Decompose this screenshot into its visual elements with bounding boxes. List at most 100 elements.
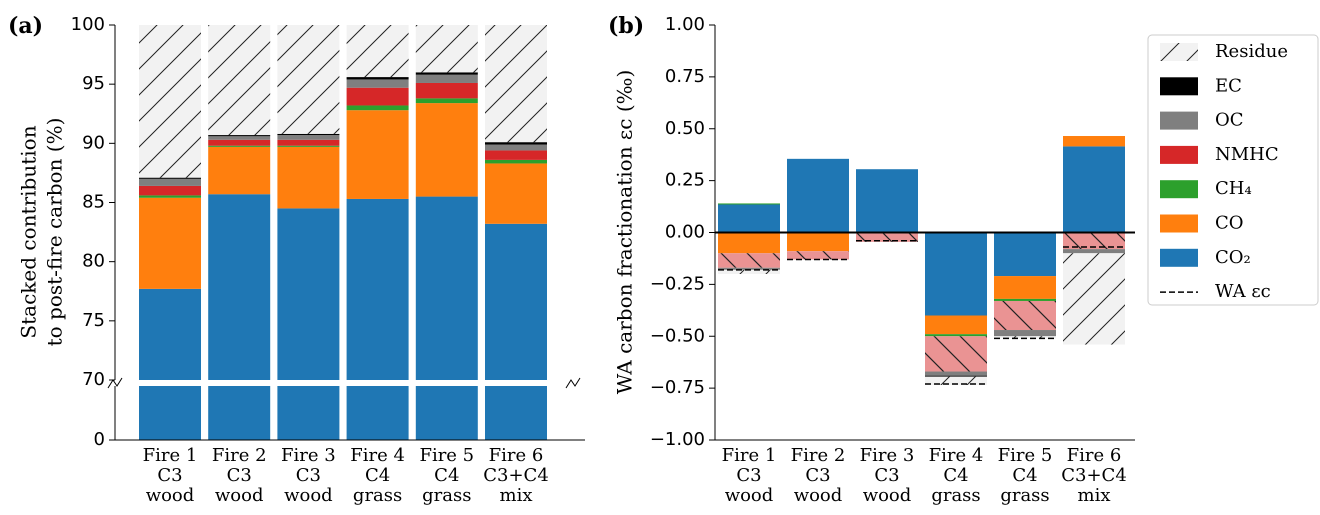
bar-segment: [415, 103, 478, 197]
x-tick-label: C3: [874, 465, 899, 486]
panel-label: (a): [8, 13, 43, 39]
bar-segment: [485, 142, 547, 145]
bar-segment: [925, 334, 987, 337]
bar-segment: [925, 336, 987, 372]
bar-segment: [208, 146, 271, 195]
x-tick-label: wood: [794, 485, 843, 506]
bar-segment: [994, 330, 1056, 337]
bar-segment: [346, 198, 409, 440]
bar-segment: [1063, 232, 1125, 250]
y-axis-label: WA carbon fractionation εc (‰): [613, 70, 637, 395]
y-tick-label: 0: [94, 429, 105, 450]
x-tick-label: Fire 6: [489, 445, 544, 466]
bar-segment: [787, 158, 849, 233]
x-tick-label: C3+C4: [483, 465, 549, 486]
bar-segment: [925, 376, 987, 386]
bar-segment: [415, 196, 478, 440]
legend-label: NMHC: [1215, 144, 1279, 165]
bar-segment: [277, 133, 340, 136]
x-tick-label: C3: [296, 465, 321, 486]
bar-segment: [415, 25, 478, 73]
bar-segment: [208, 135, 271, 137]
y-tick-label: 90: [82, 132, 105, 153]
bar-segment: [925, 375, 987, 377]
bar-segment: [787, 232, 849, 252]
y-tick-label: 85: [82, 192, 105, 213]
bar-segment: [415, 82, 478, 99]
x-tick-label: wood: [863, 485, 912, 506]
bar-segment: [139, 185, 201, 196]
y-tick-label: 100: [71, 14, 105, 35]
bar-segment: [994, 336, 1056, 339]
bar-segment: [346, 25, 409, 78]
y-axis-label: to post-fire carbon (%): [43, 118, 67, 347]
bar-segment: [208, 136, 271, 140]
x-tick-label: C4: [1012, 465, 1037, 486]
x-tick-label: Fire 2: [791, 445, 846, 466]
bar-segment: [277, 208, 340, 440]
bar-segment: [139, 288, 201, 440]
y-tick-label: 0.75: [665, 66, 705, 87]
y-tick-label: 0.00: [665, 222, 705, 243]
y-tick-label: −0.25: [650, 273, 705, 294]
x-tick-label: mix: [500, 485, 533, 506]
break-mark: [565, 377, 581, 389]
bar-segment: [718, 253, 780, 268]
x-tick-label: grass: [422, 485, 471, 506]
bar-segment: [139, 177, 201, 179]
legend-swatch: [1160, 111, 1198, 130]
x-tick-label: C3: [736, 465, 761, 486]
bar-segment: [485, 159, 547, 164]
bar-segment: [139, 197, 201, 289]
legend-swatch: [1160, 214, 1198, 233]
bar-segment: [485, 144, 547, 151]
x-tick-label: Fire 6: [1067, 445, 1122, 466]
y-tick-label: 0.25: [665, 170, 705, 191]
bar-segment: [485, 150, 547, 160]
bar-segment: [485, 223, 547, 440]
x-tick-label: C3: [227, 465, 252, 486]
bar-segment: [1063, 253, 1125, 345]
bar-segment: [346, 87, 409, 106]
bar-segment: [415, 98, 478, 104]
x-tick-label: C3+C4: [1061, 465, 1127, 486]
legend-label: CO: [1215, 213, 1244, 234]
legend-label: WA εc: [1215, 281, 1271, 302]
bar-segment: [718, 269, 780, 274]
break-mark: [107, 377, 123, 389]
legend-swatch: [1160, 180, 1198, 199]
x-tick-label: wood: [146, 485, 195, 506]
y-tick-label: 80: [82, 251, 105, 272]
bar-segment: [277, 146, 340, 209]
legend-label: OC: [1215, 110, 1244, 131]
bar-segment: [718, 203, 780, 205]
x-tick-label: Fire 5: [419, 445, 474, 466]
y-tick-label: 95: [82, 73, 105, 94]
x-tick-label: mix: [1078, 485, 1111, 506]
legend-label: CO₂: [1215, 247, 1251, 268]
bar-segment: [277, 25, 340, 134]
bar-segment: [208, 25, 271, 136]
y-axis-label: Stacked contribution: [17, 125, 41, 338]
bar-segment: [718, 267, 780, 270]
bar-segment: [994, 276, 1056, 299]
legend-swatch: [1160, 77, 1198, 96]
bar-segment: [346, 79, 409, 88]
bar-segment: [139, 178, 201, 186]
x-tick-label: grass: [931, 485, 980, 506]
bar-segment: [718, 232, 780, 254]
x-tick-label: Fire 4: [350, 445, 405, 466]
y-tick-label: 70: [82, 369, 105, 390]
legend-swatch: [1160, 43, 1198, 61]
bar-segment: [856, 233, 918, 242]
y-tick-label: 0.50: [665, 118, 705, 139]
x-tick-label: Fire 1: [722, 445, 777, 466]
bar-segment: [139, 25, 201, 178]
x-tick-label: Fire 5: [998, 445, 1053, 466]
x-tick-label: Fire 2: [212, 445, 267, 466]
x-tick-label: Fire 4: [929, 445, 984, 466]
x-tick-label: wood: [725, 485, 774, 506]
x-tick-label: C4: [365, 465, 390, 486]
